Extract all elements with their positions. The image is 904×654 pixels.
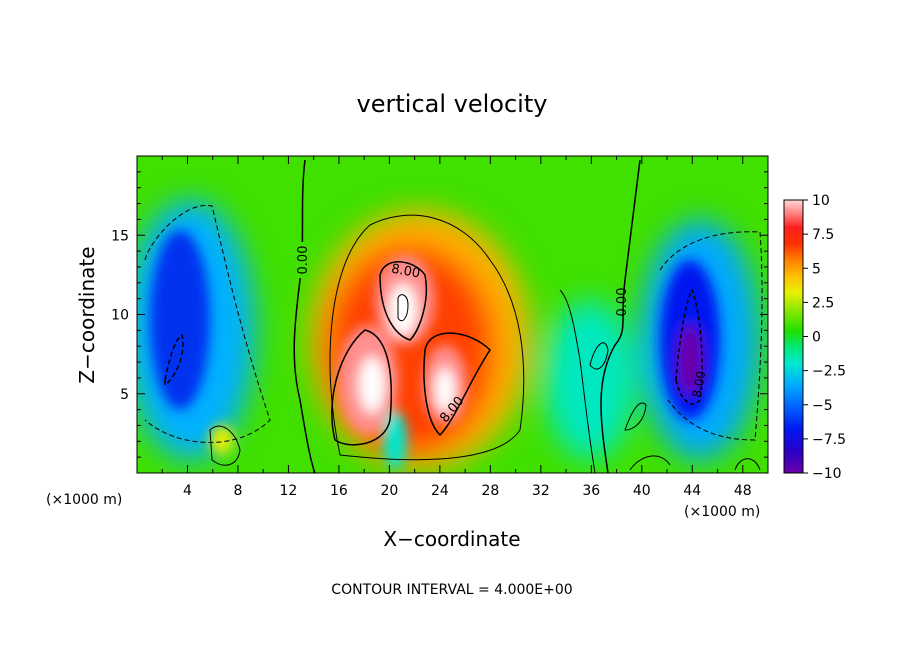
colorbar-tick-label: 10 (812, 193, 830, 209)
colorbar-tick-label: −5 (812, 398, 833, 414)
contour-label-1: 0.00 (296, 246, 311, 275)
x-tick-label: 32 (532, 483, 550, 499)
heatmap-field (137, 156, 768, 473)
chart-title: vertical velocity (357, 90, 548, 118)
x-tick-label: 36 (582, 483, 600, 499)
y-tick-label: 15 (111, 228, 129, 244)
y-axis-label: Z−coordinate (75, 246, 99, 383)
x-tick-label: 40 (633, 483, 651, 499)
x-units-right: (×1000 m) (684, 504, 760, 520)
x-tick-label: 20 (380, 483, 398, 499)
x-tick-label: 48 (734, 483, 752, 499)
colorbar-tick-label: 5 (812, 261, 821, 277)
colorbar-tick-label: 0 (812, 330, 821, 346)
colorbar-tick-label: −7.5 (812, 432, 846, 448)
contour-interval-footer: CONTOUR INTERVAL = 4.000E+00 (331, 582, 572, 598)
colorbar-tick-label: −2.5 (812, 364, 846, 380)
colorbar-ticks: 10 7.5 5 2.5 0 −2.5 −5 −7.5 −10 (803, 193, 846, 482)
contour-label-2: 8.00 (390, 262, 421, 282)
y-tick-label: 5 (120, 387, 129, 403)
colorbar: 10 7.5 5 2.5 0 −2.5 −5 −7.5 −10 (783, 193, 846, 482)
colorbar-scale (783, 199, 804, 474)
colorbar-tick-label: −10 (812, 466, 842, 482)
colorbar-tick-label: 2.5 (812, 295, 834, 311)
x-tick-label: 4 (183, 483, 192, 499)
y-tick-label: 10 (111, 308, 129, 324)
x-tick-label: 44 (683, 483, 701, 499)
x-tick-label: 24 (431, 483, 449, 499)
x-tick-label: 8 (233, 483, 242, 499)
contour-label-5: 8.00 (690, 370, 708, 399)
x-units-left: (×1000 m) (46, 492, 122, 508)
contour-label-4: 0.00 (615, 288, 630, 317)
x-axis-label: X−coordinate (383, 527, 520, 551)
x-axis: 4 8 12 16 20 24 28 32 36 40 44 48 (161, 156, 752, 499)
x-tick-label: 16 (330, 483, 348, 499)
y-axis: 5 10 15 (111, 171, 768, 458)
x-tick-label: 12 (280, 483, 298, 499)
x-tick-label: 28 (481, 483, 499, 499)
colorbar-tick-label: 7.5 (812, 227, 834, 243)
